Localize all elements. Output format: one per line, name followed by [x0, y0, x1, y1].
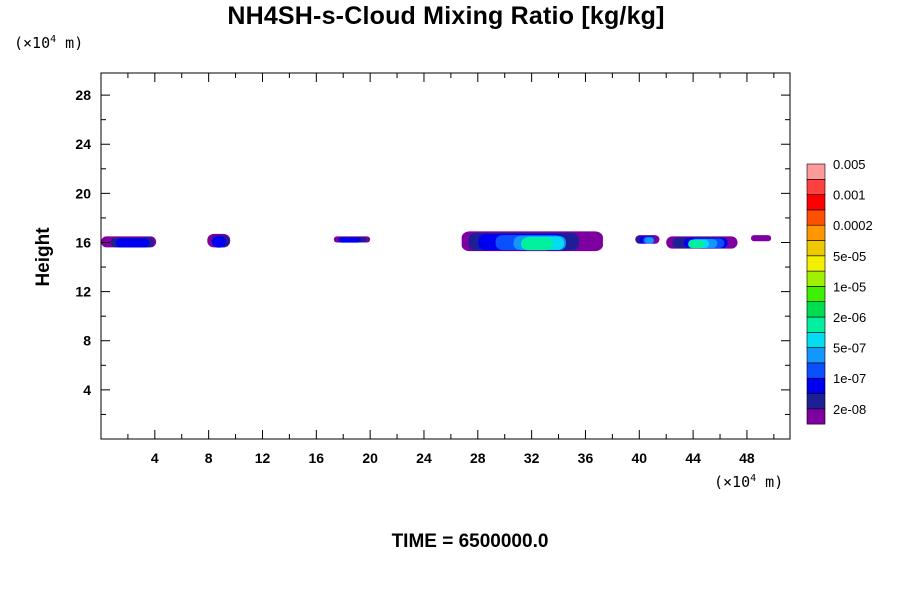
colorbar-swatch: [806, 286, 826, 302]
x-tick-label: 8: [205, 450, 213, 466]
cloud-patch: [207, 233, 231, 248]
colorbar-label: 1e-07: [833, 371, 866, 386]
y-tick-label: 20: [75, 185, 91, 201]
x-axis-unit: (×104 m): [714, 473, 784, 491]
x-tick-label: 28: [470, 450, 486, 466]
y-tick-label: 4: [83, 382, 91, 398]
x-tick-label: 24: [416, 450, 432, 466]
x-tick-label: 20: [362, 450, 378, 466]
cloud-patch: [461, 231, 603, 252]
colorbar-swatch: [806, 393, 826, 410]
plot-frame: [100, 72, 791, 440]
colorbar-label: 5e-07: [833, 341, 866, 356]
x-tick-label: 36: [578, 450, 594, 466]
colorbar-swatch: [806, 209, 826, 226]
colorbar-swatch: [806, 240, 826, 257]
x-tick-label: 32: [524, 450, 540, 466]
cloud-contour-band: [688, 240, 705, 249]
y-tick-label: 16: [75, 234, 91, 250]
cloud-contour-band: [115, 238, 150, 248]
cloud-patch: [333, 236, 371, 243]
colorbar-label: 2e-08: [833, 402, 866, 417]
colorbar-swatch: [806, 179, 826, 195]
cloud-patch: [101, 236, 157, 248]
cloud-patch: [750, 235, 772, 242]
y-tick-label: 28: [75, 87, 91, 103]
colorbar-label: 5e-05: [833, 249, 866, 264]
y-axis-unit: (×104 m): [14, 34, 84, 52]
colorbar-label: 2e-06: [833, 310, 866, 325]
cloud-contour-band: [521, 237, 553, 251]
colorbar-swatch: [806, 270, 826, 287]
colorbar-label: 0.001: [833, 188, 866, 203]
x-tick-label: 4: [151, 450, 159, 466]
x-tick-label: 16: [309, 450, 325, 466]
colorbar-swatch: [806, 316, 826, 333]
plot-area: [101, 73, 790, 439]
colorbar-swatch: [806, 301, 826, 318]
chart-title: NH4SH-s-Cloud Mixing Ratio [kg/kg]: [227, 2, 665, 30]
x-tick-label: 48: [739, 450, 755, 466]
colorbar-label: 0.005: [833, 157, 866, 172]
x-tick-label: 44: [685, 450, 701, 466]
colorbar-swatch: [806, 255, 826, 272]
cloud-contour-band: [212, 236, 226, 248]
time-caption: TIME = 6500000.0: [391, 531, 549, 552]
colorbar-swatch: [806, 163, 826, 180]
colorbar-label: 0.0002: [833, 218, 873, 233]
colorbar-swatch: [806, 377, 826, 394]
colorbar-swatch: [806, 194, 826, 211]
colorbar-swatch: [806, 331, 826, 348]
cloud-contour-band: [750, 235, 772, 242]
x-tick-label: 12: [255, 450, 271, 466]
y-tick-label: 12: [75, 284, 91, 300]
cloud-patch: [666, 236, 738, 249]
cloud-contour-band: [338, 237, 361, 243]
y-tick-label: 24: [75, 136, 91, 152]
colorbar: 2e-08 1e-07 5e-07 2e-06 1e-05 5e-05 0.0002 0.00…: [806, 157, 873, 425]
y-tick-label: 8: [83, 333, 91, 349]
colorbar-swatch: [806, 224, 826, 241]
colorbar-swatch: [806, 347, 826, 364]
cloud-contour-band: [644, 237, 654, 244]
cloud-layer: [101, 231, 772, 252]
colorbar-swatch: [806, 362, 826, 379]
colorbar-label: 1e-05: [833, 279, 866, 294]
colorbar-swatch: [806, 408, 826, 425]
cloud-patch: [635, 235, 660, 244]
x-tick-label: 40: [631, 450, 647, 466]
